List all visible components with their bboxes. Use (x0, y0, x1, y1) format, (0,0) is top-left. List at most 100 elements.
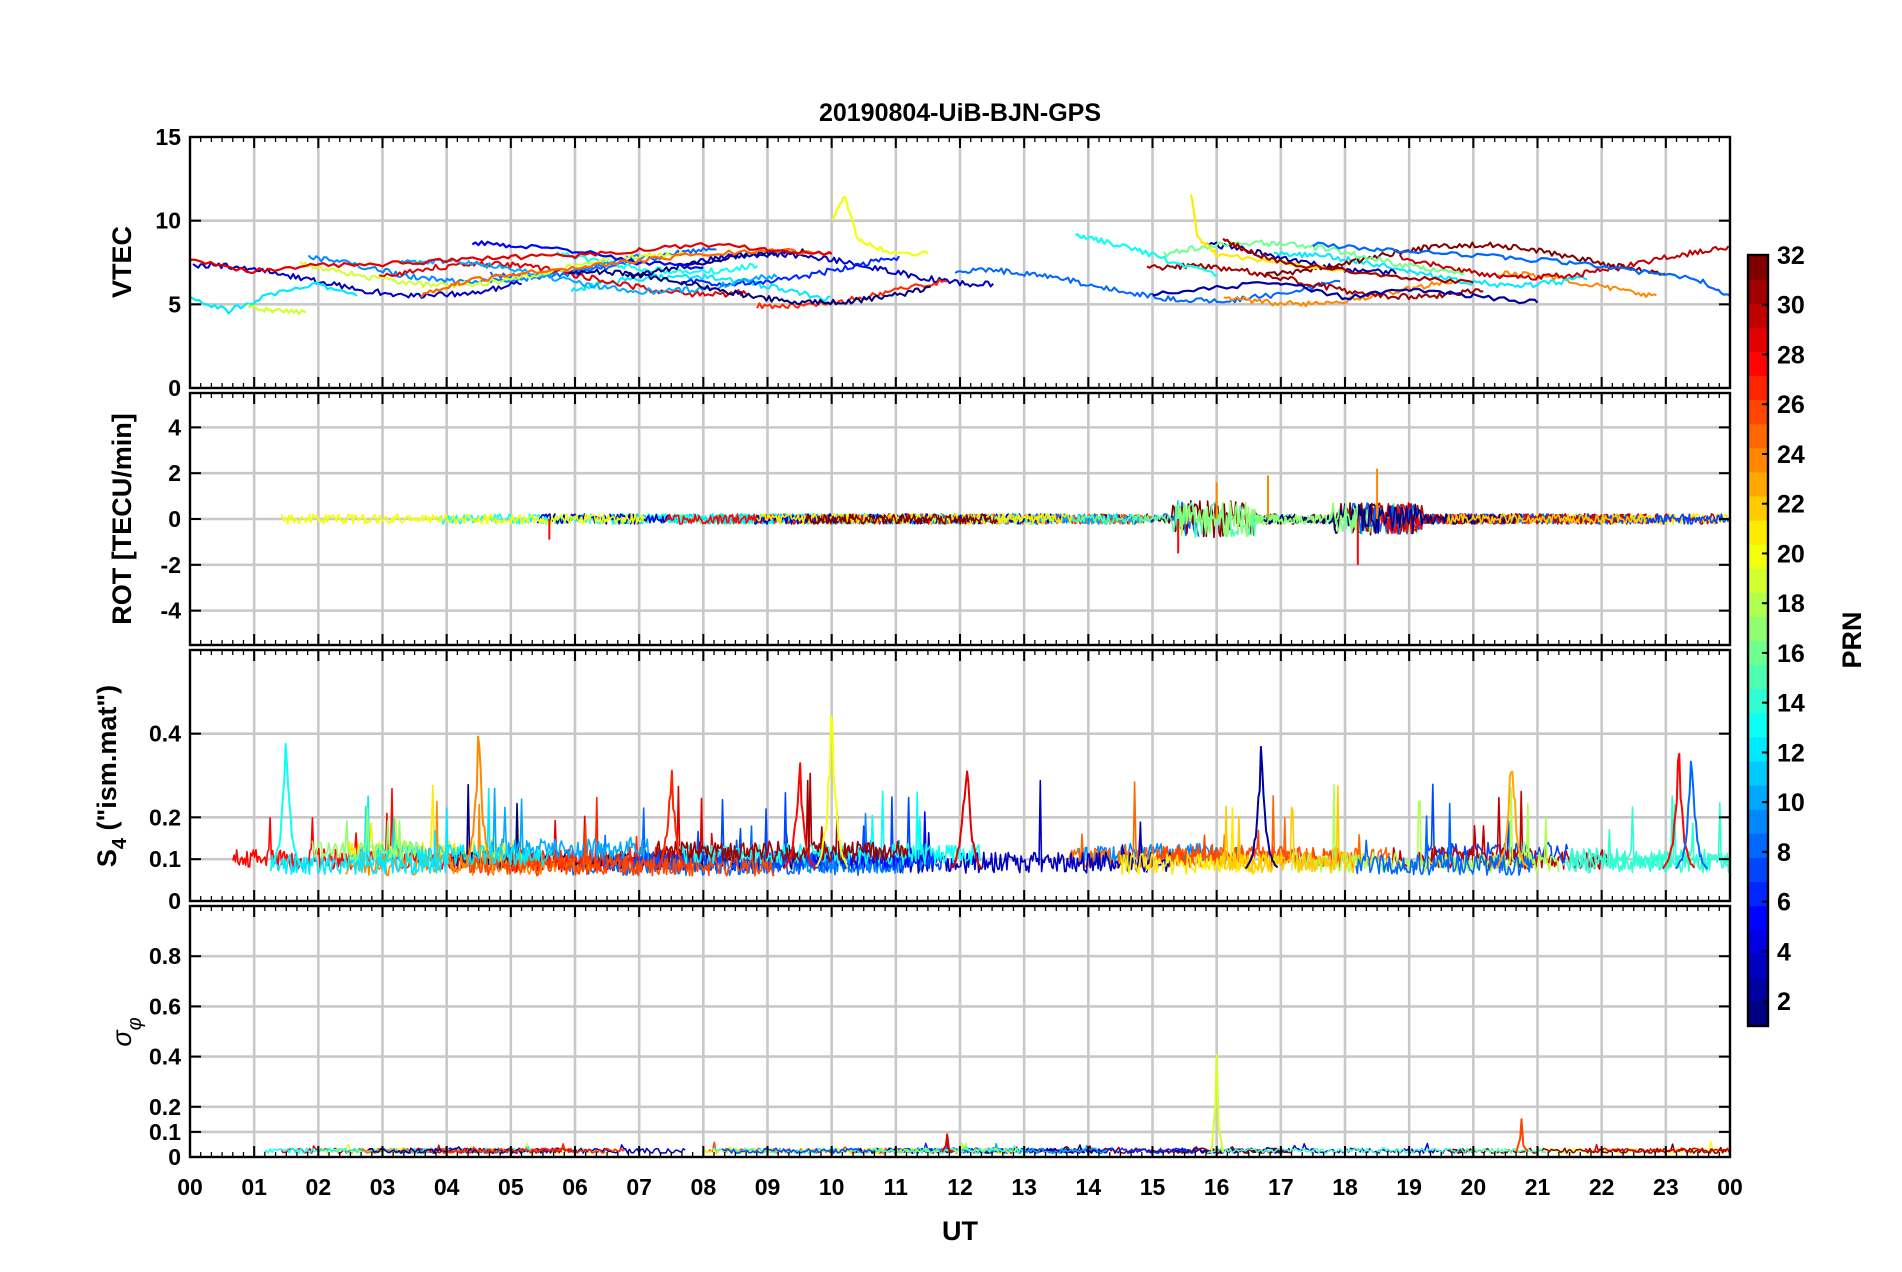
x-tick-label: 17 (1268, 1174, 1294, 1200)
vtec-series-prn-13 (1074, 233, 1218, 278)
sigma-phi-peak-prn-19 (1210, 1053, 1225, 1153)
y-axis-label-rot: ROT [TECU/min] (107, 413, 137, 624)
x-tick-label: 07 (626, 1174, 652, 1200)
x-tick-label: 14 (1076, 1174, 1102, 1200)
vtec-track (1497, 270, 1657, 298)
vtec-series-prn-29 (190, 242, 833, 274)
sigma-phi-peak-prn-29 (941, 1133, 954, 1153)
colorbar-level (1748, 616, 1768, 642)
panel-s4-ytick-label: 0.2 (149, 804, 181, 830)
x-tick-label: 08 (691, 1174, 717, 1200)
x-tick-label: 19 (1396, 1174, 1422, 1200)
sigma-phi-peak-prn-26 (1515, 1118, 1529, 1153)
y-axis-label-sigma_phi: σφ (107, 1017, 146, 1046)
x-tick-label: 04 (434, 1174, 460, 1200)
colorbar-level (1748, 712, 1768, 738)
colorbar-level (1748, 809, 1768, 834)
vtec-track (680, 255, 900, 287)
vtec-series-prn-2 (1152, 281, 1539, 305)
colorbar-level (1748, 664, 1768, 690)
rot-track (756, 513, 1073, 525)
s4-track (490, 787, 650, 861)
s4-track (1119, 807, 1285, 876)
s4-peak-prn-28 (782, 762, 817, 870)
panel-s4: 0 0.1 0.2 0.4 (149, 648, 1732, 914)
colorbar-level (1748, 881, 1768, 907)
x-tick-label: 10 (819, 1174, 845, 1200)
chart-title: 20190804-UiB-BJN-GPS (819, 99, 1101, 127)
rot-track (280, 513, 644, 525)
x-tick-label: 09 (755, 1174, 781, 1200)
panel-vtec-series (190, 194, 1730, 316)
vtec-track (1223, 280, 1453, 308)
panel-rot-ytick-label: -2 (161, 552, 181, 578)
colorbar-tick-label: 24 (1777, 441, 1805, 469)
colorbar-tick-label: 30 (1777, 292, 1805, 320)
x-tick-label: 15 (1140, 1174, 1166, 1200)
s4-track (1421, 783, 1569, 864)
x-axis-label: UT (942, 1216, 978, 1246)
plot-panels: 051015-4-202400.10.20.400.10.20.40.60.80… (149, 124, 1743, 1200)
vtec-track (556, 250, 758, 275)
panel-s4-ytick-label: 0.4 (149, 721, 181, 747)
panel-s4-ytick-label: 0.1 (149, 846, 181, 872)
panel-rot-ytick-label: -4 (161, 598, 182, 624)
colorbar-level (1748, 423, 1768, 449)
colorbar-level (1748, 303, 1768, 328)
sigma-phi-track (712, 1145, 1027, 1154)
panel-sigma_phi-ytick-label: 0.2 (149, 1094, 181, 1120)
vtec-series-prn-19 (246, 303, 307, 316)
sigma-phi-track (441, 1143, 626, 1154)
colorbar-tick-label: 14 (1777, 690, 1805, 718)
colorbar-level (1748, 905, 1768, 931)
x-tick-label: 23 (1653, 1174, 1679, 1200)
panel-rot-ytick-label: 0 (168, 506, 181, 532)
panel-rot-ytick-label: 4 (168, 414, 181, 440)
panel-vtec-ytick-label: 0 (168, 375, 181, 401)
vtec-track (192, 261, 522, 299)
panel-s4-series (232, 715, 1730, 877)
panel-rot-series (280, 468, 1730, 565)
colorbar-tick-label: 32 (1777, 242, 1805, 270)
vtec-track (1205, 241, 1397, 276)
colorbar-level (1748, 399, 1768, 425)
vtec-series-prn-20 (831, 195, 929, 257)
panel-rot: -4 -2 0 2 4 (161, 391, 1732, 647)
s4-peak-prn-20 (815, 715, 849, 868)
s4-track (653, 772, 909, 863)
colorbar-level (1748, 857, 1768, 883)
colorbar-level (1748, 1001, 1768, 1027)
colorbar-tick-label: 6 (1777, 889, 1791, 917)
colorbar-tick-label: 8 (1777, 839, 1791, 867)
colorbar-level (1748, 520, 1768, 545)
vtec-series-prn-25 (420, 247, 832, 299)
vtec-track (756, 278, 948, 310)
vtec-track (1263, 241, 1666, 278)
x-tick-labels: 00 01 02 03 04 05 06 07 08 09 10 11 12 13 14 15 16 17 18 19… (177, 1174, 1743, 1200)
sigma-phi-track (721, 1147, 875, 1154)
panel-sigma_phi-ytick-label: 0.6 (149, 993, 181, 1019)
colorbar-tick-label: 12 (1777, 739, 1805, 767)
panel-rot-ytick-label: 2 (168, 460, 181, 486)
vtec-track (307, 253, 646, 285)
colorbar-level (1748, 447, 1768, 473)
colorbar-tick-label: 4 (1777, 938, 1791, 966)
s4-track (311, 807, 420, 861)
x-tick-label: 16 (1204, 1174, 1230, 1200)
colorbar-tick-label: 22 (1777, 491, 1805, 519)
colorbar-level (1748, 736, 1768, 762)
colorbar-level (1748, 471, 1768, 497)
colorbar-level (1748, 255, 1768, 280)
panel-sigma_phi-ytick-label: 0.1 (149, 1119, 181, 1145)
vtec-track (1399, 245, 1730, 281)
colorbar-tick-label: 28 (1777, 341, 1805, 369)
x-tick-label: 20 (1461, 1174, 1487, 1200)
x-tick-label: 05 (498, 1174, 524, 1200)
rot-track (1176, 501, 1359, 538)
vtec-track (1273, 251, 1588, 289)
panel-sigma_phi-ytick-label: 0.4 (149, 1044, 181, 1070)
colorbar-level (1748, 375, 1768, 401)
colorbar-tick-label: 18 (1777, 590, 1805, 618)
sigma-phi-track (1584, 1143, 1730, 1154)
